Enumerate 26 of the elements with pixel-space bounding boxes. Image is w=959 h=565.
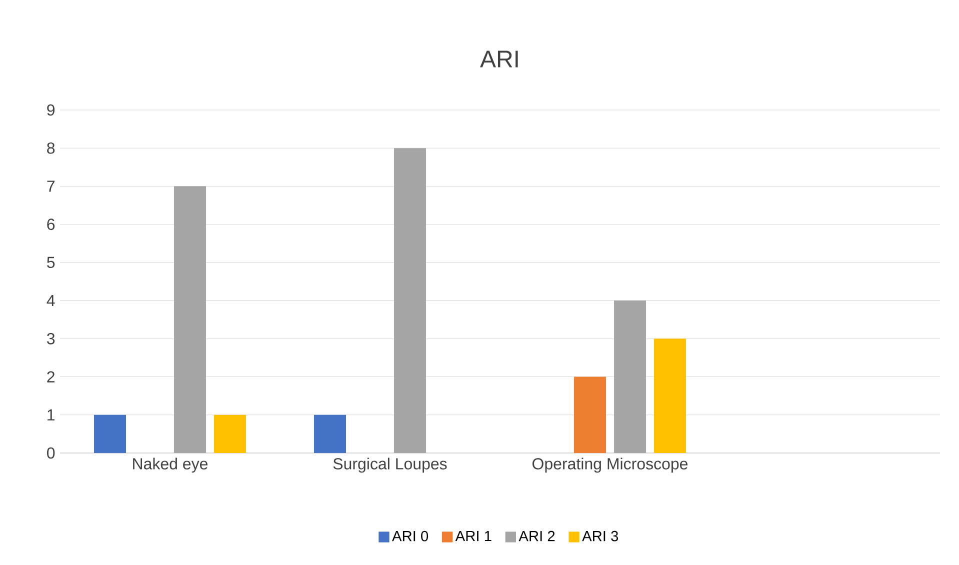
y-tick-label: 7 bbox=[47, 180, 54, 192]
y-tick-label: 2 bbox=[47, 371, 54, 382]
y-tick-label: 3 bbox=[47, 333, 55, 344]
bar bbox=[94, 414, 126, 453]
x-tick-label: Operating Microscope bbox=[532, 458, 688, 473]
legend-label: ARI 0 bbox=[392, 530, 428, 542]
y-tick-label: 9 bbox=[47, 104, 55, 116]
legend-label: ARI 2 bbox=[518, 530, 555, 542]
bar bbox=[654, 338, 686, 453]
y-tick-label: 4 bbox=[46, 295, 55, 306]
y-tick-label: 1 bbox=[48, 409, 55, 420]
y-tick-label: 0 bbox=[47, 447, 55, 459]
legend-label: ARI 3 bbox=[582, 530, 618, 542]
chart-title: ARI bbox=[480, 50, 518, 68]
legend-label: ARI 1 bbox=[455, 530, 492, 542]
bar bbox=[394, 148, 426, 453]
bar bbox=[614, 300, 646, 453]
bar bbox=[214, 414, 246, 453]
x-tick-label: Surgical Loupes bbox=[333, 458, 447, 473]
y-tick-label: 6 bbox=[47, 218, 55, 230]
x-tick-label: Naked eye bbox=[133, 458, 208, 473]
bar bbox=[174, 186, 206, 453]
y-tick-label: 8 bbox=[47, 142, 55, 154]
bar bbox=[314, 414, 346, 453]
y-tick-label: 5 bbox=[47, 256, 55, 268]
bar bbox=[574, 376, 606, 453]
